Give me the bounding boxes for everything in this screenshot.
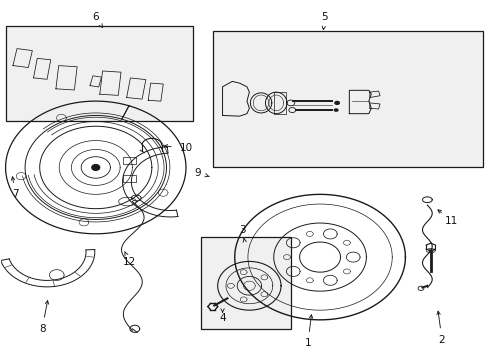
Text: 6: 6 <box>92 12 99 22</box>
Bar <box>122 157 136 164</box>
Text: 11: 11 <box>444 216 457 226</box>
Text: 5: 5 <box>321 12 327 22</box>
Bar <box>5 26 193 121</box>
Text: 7: 7 <box>12 189 19 199</box>
Circle shape <box>333 101 339 105</box>
Text: 10: 10 <box>179 143 192 153</box>
Bar <box>122 175 136 182</box>
Bar <box>200 237 290 329</box>
Text: 9: 9 <box>194 168 201 178</box>
Bar <box>273 92 285 114</box>
Circle shape <box>333 108 338 112</box>
Circle shape <box>92 165 100 170</box>
Text: 12: 12 <box>123 257 136 267</box>
Text: 4: 4 <box>219 313 225 323</box>
Text: 8: 8 <box>39 324 45 334</box>
Text: 3: 3 <box>238 225 245 235</box>
Bar <box>212 31 483 167</box>
Text: 2: 2 <box>438 334 445 345</box>
Text: 1: 1 <box>304 338 310 348</box>
